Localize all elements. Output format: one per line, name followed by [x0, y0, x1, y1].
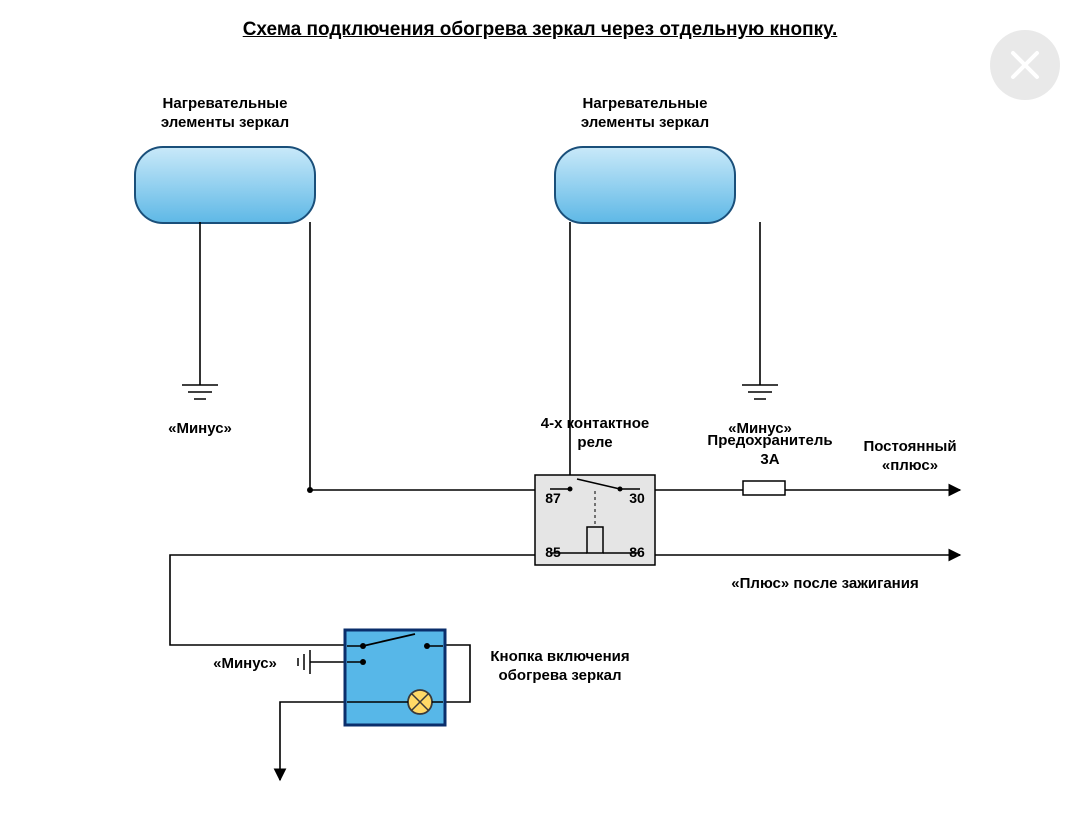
- label-minus-btn: «Минус»: [195, 655, 295, 674]
- pin-86: 86: [624, 544, 650, 562]
- pin-87: 87: [540, 490, 566, 508]
- label-plus-ign: «Плюс» после зажигания: [705, 575, 945, 594]
- label-mirror-left: Нагревательные элементы зеркал: [125, 95, 325, 133]
- label-fuse: Предохранитель 3А: [690, 432, 850, 470]
- label-button: Кнопка включения обогрева зеркал: [470, 648, 650, 686]
- label-plus-const: Постоянный «плюс»: [850, 438, 970, 476]
- label-minus-left: «Минус»: [150, 420, 250, 439]
- label-relay: 4-х контактное реле: [495, 415, 695, 453]
- pin-30: 30: [624, 490, 650, 508]
- pin-85: 85: [540, 544, 566, 562]
- label-mirror-right: Нагревательные элементы зеркал: [545, 95, 745, 133]
